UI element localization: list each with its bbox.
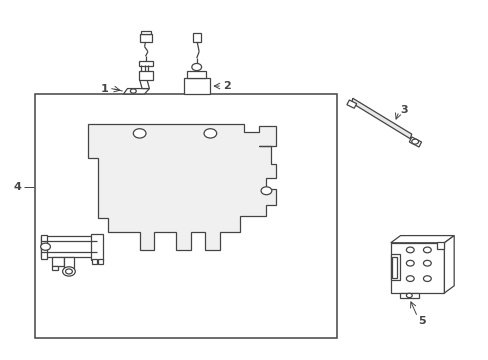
Polygon shape (346, 100, 356, 108)
Circle shape (133, 129, 146, 138)
Bar (186, 71, 206, 78)
Circle shape (41, 243, 50, 250)
Circle shape (191, 63, 201, 71)
Circle shape (62, 267, 75, 276)
Bar (399, 293, 418, 298)
Bar (390, 253, 399, 280)
Bar (52, 257, 64, 266)
Circle shape (423, 247, 430, 253)
Circle shape (406, 293, 411, 298)
Circle shape (406, 276, 413, 282)
Bar (41, 234, 46, 259)
Circle shape (411, 139, 418, 144)
Bar (183, 78, 210, 94)
Circle shape (65, 269, 72, 274)
Bar (35, 94, 336, 338)
Circle shape (423, 276, 430, 282)
Polygon shape (408, 137, 421, 147)
Text: 4: 4 (14, 182, 21, 192)
Bar (436, 242, 444, 249)
Circle shape (423, 260, 430, 266)
Polygon shape (123, 89, 149, 94)
Text: 1: 1 (101, 84, 108, 94)
Polygon shape (140, 80, 149, 89)
Polygon shape (444, 235, 453, 293)
Bar (139, 61, 153, 66)
Circle shape (203, 129, 216, 138)
Bar (139, 71, 153, 80)
Bar (41, 236, 97, 257)
Circle shape (261, 187, 271, 195)
Polygon shape (88, 125, 276, 250)
Text: 2: 2 (223, 81, 231, 91)
Text: 3: 3 (400, 105, 407, 115)
Text: 5: 5 (418, 316, 426, 325)
Bar (91, 234, 103, 260)
Bar (64, 257, 74, 268)
Bar (141, 31, 151, 34)
Bar (193, 33, 201, 42)
Bar (98, 259, 103, 264)
Circle shape (406, 260, 413, 266)
Bar (390, 243, 444, 293)
Bar (52, 266, 58, 270)
Bar (140, 34, 152, 42)
Bar (391, 257, 396, 278)
Bar (92, 259, 97, 264)
Polygon shape (351, 98, 411, 139)
Polygon shape (390, 235, 453, 243)
Circle shape (130, 89, 136, 93)
Circle shape (406, 247, 413, 253)
